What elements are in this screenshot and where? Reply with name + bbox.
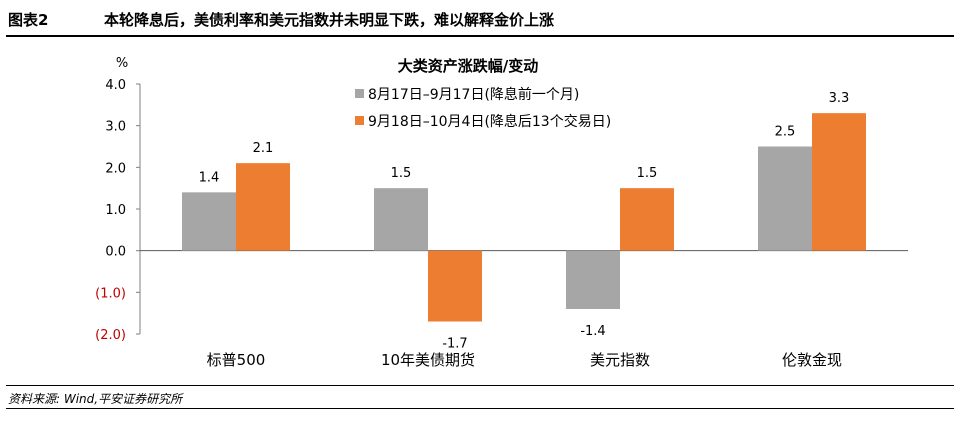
data-label: 2.1 [253,141,274,156]
data-label: -1.4 [580,324,605,339]
source-note: 资料来源: Wind,平安证券研究所 [8,392,183,406]
footer-divider [6,385,954,386]
data-label: 2.5 [775,125,796,140]
data-label: 1.5 [391,166,412,181]
y-tick-label: (2.0) [95,328,126,343]
chart-title: 大类资产涨跌幅/变动 [398,57,538,75]
y-tick-label: 1.0 [105,203,126,218]
bar-series1-1 [182,192,236,251]
y-tick-label: (1.0) [95,286,126,301]
y-tick-label: 0.0 [105,245,126,260]
bar-series1-2 [374,188,428,251]
y-axis-unit: % [116,56,128,71]
bar-chart: 大类资产涨跌幅/变动 % 4.0 3.0 2.0 1.0 0.0 (1.0) (2.0) 1… [95,56,908,369]
bar-series1-4 [758,146,812,251]
x-category-label: 伦敦金现 [782,351,842,369]
x-category-label: 美元指数 [590,351,650,369]
y-tick-label: 3.0 [105,120,126,135]
data-label: -1.7 [442,337,467,352]
bar-series1-3 [566,250,620,309]
x-category-label: 标普500 [207,351,266,369]
legend-swatch-1 [355,89,364,98]
header-divider [6,35,954,37]
data-label: 1.4 [199,170,220,185]
legend-swatch-2 [355,116,364,125]
bottom-divider [6,408,954,409]
bar-series2-2 [428,250,482,322]
bar-series2-1 [236,163,290,251]
figure-title: 本轮降息后，美债利率和美元指数并未明显下跌，难以解释金价上涨 [104,11,555,29]
bar-series2-3 [620,188,674,251]
figure-label: 图表2 [8,11,49,29]
legend-label-2: 9月18日–10月4日(降息后13个交易日) [368,113,611,130]
figure-header: 图表2 本轮降息后，美债利率和美元指数并未明显下跌，难以解释金价上涨 [0,0,960,36]
data-label: 1.5 [637,166,658,181]
bar-series2-4 [812,113,866,251]
legend-label-1: 8月17日–9月17日(降息前一个月) [368,86,579,103]
data-label: 3.3 [829,91,850,106]
chart-area: 大类资产涨跌幅/变动 % 4.0 3.0 2.0 1.0 0.0 (1.0) (2.0) 1… [0,37,960,382]
x-category-label: 10年美债期货 [381,351,475,369]
y-tick-label: 4.0 [105,78,126,93]
y-tick-label: 2.0 [105,161,126,176]
